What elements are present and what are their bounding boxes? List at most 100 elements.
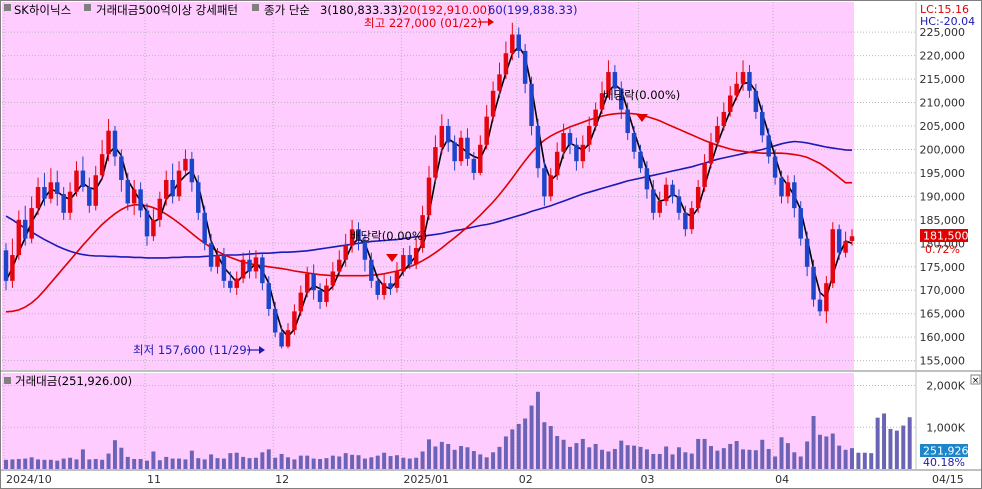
volume-bar	[715, 450, 720, 469]
candle-body	[298, 292, 304, 312]
volume-bar	[709, 446, 713, 469]
candle-body	[74, 170, 79, 192]
candle-body	[157, 198, 163, 220]
volume-bar	[138, 458, 143, 469]
volume-bar	[561, 439, 566, 469]
chart-header: SK하이닉스 거래대금500억이상 강세패턴 종가 단순 3(180,833.3…	[4, 3, 577, 17]
volume-bar	[427, 439, 431, 469]
candle-body	[99, 154, 105, 176]
candle-body	[458, 137, 464, 162]
volume-bar	[298, 455, 303, 469]
volume-tick-label: 1,000K	[926, 421, 965, 434]
volume-bar	[580, 438, 585, 469]
volume-bar	[542, 422, 547, 469]
volume-bar	[356, 455, 361, 469]
x-tick-label: 03	[641, 473, 655, 486]
candle-body	[792, 182, 797, 209]
candle-body	[727, 95, 733, 112]
candle-body	[381, 283, 387, 295]
volume-bar	[894, 430, 899, 469]
volume-bar	[170, 458, 175, 469]
lc-label: LC:15.16	[920, 3, 969, 16]
candle-body	[138, 189, 143, 211]
candle-body	[798, 208, 803, 239]
x-tick-label: 2025/01	[403, 473, 449, 486]
volume-bar	[843, 449, 848, 469]
volume-bar	[850, 448, 854, 469]
volume-bar	[747, 449, 752, 469]
candle-body	[337, 259, 342, 272]
candle-body	[804, 238, 810, 267]
volume-bar	[830, 433, 835, 469]
candle-body	[228, 280, 233, 288]
volume-title[interactable]: 거래대금(251,926.00)	[15, 374, 132, 388]
candle-body	[490, 90, 496, 117]
volume-bar	[696, 438, 701, 469]
candle-body	[785, 182, 791, 197]
candle-body	[208, 243, 214, 267]
volume-bar	[61, 458, 66, 469]
panel-close-button[interactable]: ×	[970, 374, 981, 386]
volume-bar	[593, 443, 598, 469]
volume-bar	[792, 452, 797, 469]
candle-body	[631, 133, 637, 152]
candle-body	[356, 229, 361, 241]
volume-bar	[638, 446, 643, 469]
candle-body	[93, 175, 98, 206]
candle-body	[48, 182, 54, 199]
candle-body	[574, 144, 579, 162]
price-tick-label: 170,000	[920, 284, 966, 297]
x-tick-label: 04	[775, 473, 789, 486]
candle-body	[413, 248, 419, 265]
candle-body	[234, 278, 239, 288]
candle-body	[465, 137, 470, 159]
volume-bar	[785, 443, 790, 469]
svg-text:배당락(0.00%): 배당락(0.00%)	[350, 229, 427, 243]
candle-body	[849, 236, 855, 241]
price-tick-label: 165,000	[920, 308, 966, 321]
candle-body	[304, 273, 310, 293]
candle-body	[740, 72, 746, 84]
price-tick-label: 200,000	[920, 143, 966, 156]
price-tick-label: 205,000	[920, 120, 966, 133]
candles	[3, 22, 855, 349]
volume-bar	[68, 457, 73, 469]
candle-body	[189, 158, 195, 183]
volume-bar	[196, 458, 201, 469]
volume-bar	[612, 448, 617, 469]
volume-bar	[48, 459, 53, 469]
candle-body	[561, 133, 566, 152]
candle-body	[285, 330, 291, 347]
candle-body	[606, 72, 611, 94]
candle-body	[151, 219, 156, 237]
volume-bar	[535, 391, 540, 469]
volume-bar	[600, 449, 605, 469]
candle-body	[401, 255, 406, 272]
candle-body	[144, 210, 150, 237]
volume-bar	[798, 456, 803, 469]
candle-body	[80, 170, 86, 187]
candle-body	[580, 144, 586, 162]
volume-change-label: 40.18%	[923, 456, 965, 469]
high-annotation: 최고 227,000 (01/22)	[364, 16, 494, 30]
candle-body	[702, 163, 707, 187]
candle-body	[817, 299, 823, 312]
x-tick-label: 11	[147, 473, 161, 486]
candle-body	[670, 184, 675, 197]
stock-name-label[interactable]: SK하이닉스	[14, 3, 71, 17]
volume-bar	[305, 455, 310, 469]
volume-bar	[164, 456, 169, 469]
volume-bar	[882, 413, 887, 469]
candle-body	[196, 182, 201, 213]
candle-body	[330, 271, 336, 286]
volume-bar	[401, 457, 406, 469]
candle-body	[644, 168, 650, 190]
candle-body	[753, 90, 759, 112]
volume-bar	[36, 459, 41, 469]
volume-bar	[491, 452, 496, 469]
volume-bar	[260, 452, 265, 469]
candle-body	[497, 74, 502, 91]
condition-label[interactable]: 거래대금500억이상 강세패턴	[96, 3, 238, 17]
volume-bar	[632, 445, 637, 469]
candle-body	[67, 191, 73, 213]
